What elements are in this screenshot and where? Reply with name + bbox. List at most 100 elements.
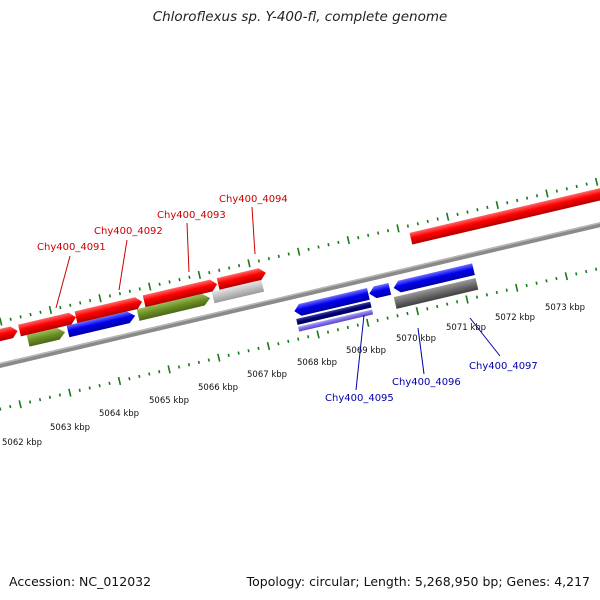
gene-label[interactable]: Chy400_4094 [219,194,288,205]
minor-tick [436,217,439,221]
minor-tick [48,395,52,399]
minor-tick [38,398,42,402]
scale-label: 5072 kbp [495,313,535,323]
major-tick [396,224,400,233]
minor-tick [485,293,489,297]
scale-label: 5066 kbp [198,383,238,393]
major-tick [366,318,370,327]
minor-tick [396,314,399,318]
minor-tick [356,323,359,327]
minor-tick [446,302,449,306]
gene-arrow[interactable] [409,184,600,245]
minor-tick [317,245,320,249]
gene-arrow[interactable] [142,278,219,308]
minor-tick [506,201,509,205]
minor-tick [108,294,112,298]
minor-tick [307,247,310,251]
minor-tick [505,288,508,292]
major-tick [514,283,519,292]
minor-tick [357,236,360,240]
gene-arrow[interactable] [74,296,144,324]
minor-tick [307,335,310,339]
gene-label[interactable]: Chy400_4097 [469,361,538,372]
forward-genes-row2 [0,184,600,344]
minor-tick [29,312,32,317]
major-tick [564,272,569,281]
gene-arrow[interactable] [298,309,374,332]
gene-arrow[interactable] [392,263,475,293]
gene-arrow[interactable] [216,267,267,290]
gene-label[interactable]: Chy400_4091 [37,242,106,253]
scale-label: 5064 kbp [99,409,139,419]
minor-tick [267,257,271,261]
minor-tick [406,311,409,316]
major-tick [266,341,271,351]
major-tick [247,259,251,268]
minor-tick [237,351,240,355]
minor-tick [158,370,161,374]
gene-arrow[interactable] [293,288,370,317]
major-tick [495,201,499,210]
minor-tick [585,269,588,274]
gene-arrow[interactable] [0,325,19,344]
minor-tick [138,287,141,291]
minor-tick [277,254,280,258]
scale-label: 5065 kbp [149,396,189,406]
minor-tick [19,315,22,319]
topology-text: Topology: circular; Length: 5,268,950 bp… [246,574,590,589]
inner-tick-track [0,267,598,411]
gene-label[interactable]: Chy400_4095 [325,393,394,404]
minor-tick [495,290,498,295]
gene-label[interactable]: Chy400_4093 [157,210,226,221]
minor-tick [59,305,62,310]
minor-tick [287,339,290,344]
gene-label[interactable]: Chy400_4092 [94,226,163,237]
minor-tick [98,384,101,388]
gene-label[interactable]: Chy400_4096 [392,377,461,388]
gene-arrow[interactable] [211,279,265,304]
major-tick [18,400,22,409]
scale-label: 5070 kbp [396,334,436,344]
minor-tick [456,212,459,217]
gene-arrow[interactable] [18,311,77,337]
minor-tick [466,210,469,214]
minor-tick [436,304,439,309]
outer-tick-track [0,177,599,326]
gene-arrow[interactable] [393,277,479,309]
major-tick [296,247,301,256]
minor-tick [187,363,191,367]
minor-tick [228,266,231,270]
minor-tick [257,346,260,351]
gene-arrow[interactable] [136,292,212,321]
gene-arrow[interactable] [296,301,372,325]
major-tick [445,212,450,221]
scale-labels: 5062 kbp 5063 kbp 5064 kbp 5065 kbp 5066… [2,303,585,448]
minor-tick [376,318,379,323]
major-tick [68,388,72,397]
map-title: Chloroflexus sp. Y-400-fl, complete geno… [152,9,448,25]
minor-tick [337,240,340,244]
minor-tick [158,282,161,286]
scale-label: 5067 kbp [247,370,287,380]
minor-tick [78,388,81,392]
minor-tick [367,233,370,238]
minor-tick [257,259,261,263]
minor-tick [208,270,211,275]
bottom-leaders [355,314,501,391]
minor-tick [346,325,349,330]
gene-arrow[interactable] [368,283,392,299]
minor-tick [247,349,250,353]
scale-label: 5073 kbp [545,303,585,313]
minor-tick [386,229,390,233]
minor-tick [525,283,528,288]
gene-arrow[interactable] [66,310,137,338]
major-tick [545,189,549,198]
minor-tick [565,187,568,191]
gene-arrow[interactable] [26,326,67,347]
major-tick [217,353,221,362]
minor-tick [168,280,171,284]
minor-tick [9,404,12,409]
minor-tick [516,198,519,203]
minor-tick [575,272,578,276]
